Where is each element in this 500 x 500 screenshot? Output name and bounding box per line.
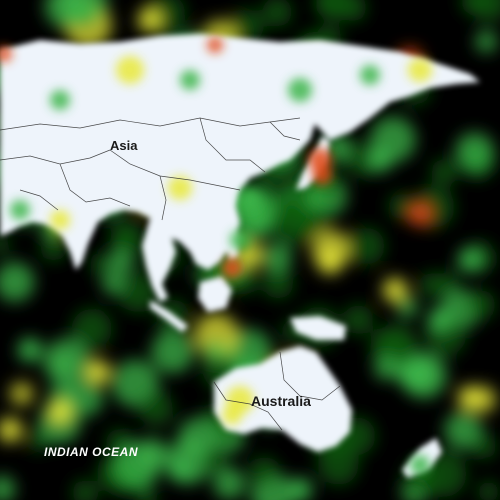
- heat-blob: [318, 250, 342, 274]
- heat-blob: [430, 158, 458, 186]
- heat-blob: [458, 248, 482, 272]
- heat-blob: [202, 447, 228, 473]
- heat-blob: [48, 400, 72, 424]
- heat-blob: [477, 481, 500, 500]
- heat-blob: [408, 202, 432, 226]
- heat-blob: [230, 9, 264, 43]
- heat-blob: [112, 229, 136, 254]
- heat-blob: [410, 455, 430, 475]
- heat-blob: [396, 296, 418, 318]
- heat-blob: [315, 0, 354, 21]
- heat-blob: [71, 308, 113, 350]
- heat-blob: [207, 37, 223, 53]
- heat-blob: [470, 0, 500, 22]
- heat-blob: [10, 200, 30, 220]
- landmass-indochina: [142, 218, 176, 302]
- heat-blob: [455, 132, 494, 172]
- heat-blob: [262, 268, 294, 300]
- heat-blob: [50, 210, 70, 230]
- heat-blob: [114, 441, 162, 489]
- heat-blob: [50, 90, 70, 110]
- heat-blob: [118, 272, 159, 313]
- heat-blob: [89, 253, 111, 275]
- heat-blob: [368, 148, 392, 172]
- landmass-borneo: [198, 276, 232, 312]
- heat-blob: [108, 247, 135, 274]
- heat-blob: [418, 272, 444, 297]
- heat-blob: [305, 186, 329, 210]
- heat-blob: [312, 165, 332, 185]
- heat-blob: [71, 479, 99, 500]
- heat-blob: [317, 444, 360, 486]
- landmass-asia: [0, 34, 480, 270]
- heat-blob: [383, 278, 407, 302]
- heat-blob: [43, 338, 91, 386]
- heat-blob: [0, 418, 22, 442]
- heat-blob: [86, 360, 110, 384]
- heat-blob: [458, 386, 482, 410]
- landmass-australia: [214, 346, 352, 452]
- heat-blob: [347, 227, 386, 265]
- heat-blob: [475, 30, 498, 53]
- heat-blob: [408, 58, 432, 82]
- heat-blob: [288, 478, 312, 500]
- heat-blob: [136, 488, 158, 500]
- heat-blob: [399, 355, 436, 392]
- heat-blob: [178, 417, 219, 458]
- heat-blob: [377, 326, 419, 367]
- land-heat-layer: [0, 37, 432, 475]
- heat-blob: [249, 456, 279, 487]
- country-borders: [0, 117, 341, 431]
- heat-blob: [0, 233, 11, 254]
- heat-blob: [9, 382, 34, 406]
- heat-blob: [0, 262, 35, 302]
- heat-blob: [180, 70, 200, 90]
- heat-blob: [0, 475, 16, 500]
- label-indian-ocean: INDIAN OCEAN: [44, 445, 139, 459]
- heat-blob: [288, 78, 312, 102]
- heat-blob: [345, 143, 380, 177]
- landmass-sumatra: [150, 300, 188, 332]
- heat-blob: [203, 339, 226, 362]
- heat-blob: [168, 458, 192, 482]
- heat-blob: [116, 56, 144, 84]
- heat-blob: [222, 405, 242, 425]
- land-layer: [0, 34, 480, 478]
- heat-blob: [213, 467, 246, 500]
- heat-blob: [44, 0, 90, 29]
- heat-blob: [101, 271, 126, 295]
- heat-blob: [262, 242, 292, 273]
- label-asia: Asia: [110, 138, 138, 153]
- heat-blob: [151, 330, 195, 374]
- heat-blob: [262, 0, 293, 28]
- landmass-newguinea: [290, 316, 346, 340]
- heat-blob: [230, 230, 250, 250]
- heat-blob: [466, 289, 496, 320]
- heat-blob: [138, 391, 174, 426]
- heat-blob: [471, 434, 497, 460]
- heat-blob: [444, 411, 483, 450]
- heat-blob: [428, 308, 452, 332]
- heat-blob: [0, 46, 12, 62]
- heat-blob: [388, 193, 415, 219]
- heat-blob: [360, 65, 380, 85]
- heat-blob: [168, 176, 192, 200]
- heat-blob: [18, 338, 42, 362]
- heat-blob: [374, 356, 398, 381]
- heat-blob: [40, 235, 67, 262]
- heat-blob: [66, 379, 104, 417]
- heat-blob: [222, 258, 242, 278]
- heat-blob: [138, 8, 162, 32]
- heat-blob: [343, 304, 374, 335]
- label-australia: Australia: [251, 393, 311, 409]
- heat-blob: [240, 190, 260, 210]
